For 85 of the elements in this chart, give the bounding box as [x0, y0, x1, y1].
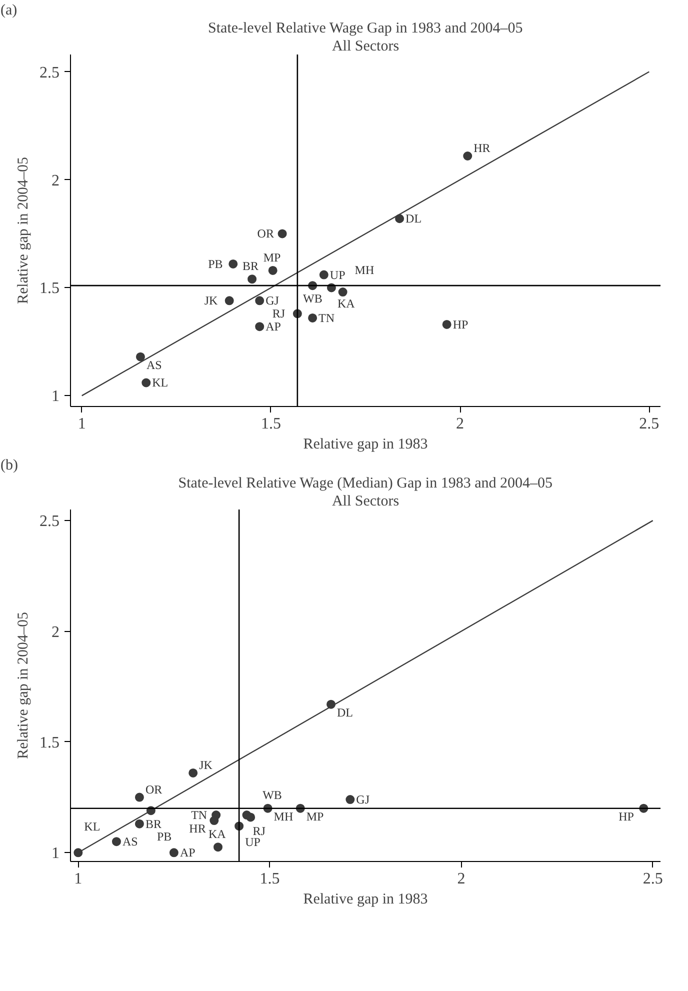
annotation: WB: [303, 292, 322, 306]
text: (b): [0, 458, 18, 474]
annotation: OR: [145, 782, 162, 796]
annotation: KA: [208, 827, 226, 842]
text: (a): [0, 2, 18, 18]
y-tick-label: 1: [52, 845, 60, 862]
point: [308, 313, 318, 322]
chart-title: State-level Relative Wage Gap in 1983 and 2004–05: [208, 20, 523, 36]
annotation: KL: [84, 820, 100, 834]
annotation: DL: [406, 212, 422, 226]
annotation: MP: [306, 809, 324, 824]
point: [248, 274, 257, 284]
annotation: HR: [474, 140, 490, 155]
point: [278, 229, 287, 238]
annotation: TN: [191, 808, 208, 822]
x-tick-label: 2.5: [639, 416, 660, 432]
point: [74, 848, 83, 858]
point: [255, 322, 264, 332]
y-tick-label: 2.5: [40, 64, 60, 82]
point: [442, 320, 452, 329]
point: [255, 296, 264, 306]
annotation: AS: [146, 358, 162, 372]
point: [214, 842, 222, 852]
chart-subtitle: All Sectors: [332, 494, 400, 510]
x-tick-label: 1.5: [260, 870, 280, 888]
y-tick-label: 2.5: [40, 513, 60, 530]
point: [188, 768, 198, 778]
y-axis-title: Relative gap in 2004–05: [16, 156, 32, 304]
x-tick-label: 1: [74, 870, 82, 888]
y-tick-label: 1.5: [40, 734, 60, 752]
annotation: AP: [266, 320, 282, 334]
point: [268, 266, 278, 275]
point: [246, 812, 256, 822]
annotation: AS: [122, 834, 138, 849]
annotation: KA: [337, 296, 356, 311]
annotation: PB: [208, 256, 223, 271]
annotation: WB: [262, 788, 282, 802]
annotation: GJ: [266, 294, 280, 308]
annotation: HP: [618, 809, 634, 824]
annotation: BR: [145, 816, 162, 831]
annotation: TN: [318, 310, 335, 325]
annotation: KL: [152, 376, 168, 390]
annotation: OR: [257, 226, 274, 241]
annotation: MH: [274, 809, 294, 824]
y-tick-label: 2: [52, 172, 60, 190]
annotation: HR: [189, 822, 206, 836]
point: [134, 792, 144, 802]
x-tick-label: 2.5: [642, 870, 663, 888]
annotation: AP: [180, 846, 196, 860]
x-tick-label: 2: [456, 416, 464, 432]
y-tick-label: 2: [52, 624, 60, 641]
annotation: JK: [199, 758, 213, 772]
chart-subtitle: All Sectors: [332, 38, 400, 54]
point: [210, 816, 219, 826]
annotation: HP: [452, 317, 468, 332]
point: [463, 152, 472, 160]
x-tick-label: 1.5: [260, 416, 281, 432]
annotation: RJ: [272, 306, 286, 321]
x-axis-title: Relative gap in 1983: [303, 892, 428, 908]
point: [169, 848, 178, 858]
point: [395, 214, 404, 224]
point: [319, 270, 328, 280]
y-tick-label: 1.5: [40, 280, 60, 298]
annotation: BR: [242, 259, 259, 274]
point: [142, 378, 151, 388]
point: [134, 819, 144, 828]
annotation: DL: [337, 705, 354, 720]
point: [338, 288, 348, 297]
point: [224, 296, 234, 306]
annotation: MP: [263, 250, 282, 264]
annotation: UP: [330, 268, 346, 282]
x-tick-label: 2: [457, 870, 466, 888]
chart-title: State-level Relative Wage (Median) Gap in 1983 and 2004–05: [178, 476, 552, 492]
point: [136, 352, 145, 362]
point: [112, 837, 121, 846]
y-tick-label: 1: [52, 388, 60, 406]
annotation: GJ: [356, 792, 370, 807]
point: [228, 259, 238, 268]
annotation: JK: [204, 294, 218, 308]
annotation: PB: [156, 830, 172, 844]
point: [346, 795, 355, 804]
y-axis-title: Relative gap in 2004–05: [16, 612, 32, 760]
annotation: MH: [354, 263, 374, 278]
x-tick-label: 1: [78, 416, 86, 432]
x-axis-title: Relative gap in 1983: [303, 436, 428, 452]
